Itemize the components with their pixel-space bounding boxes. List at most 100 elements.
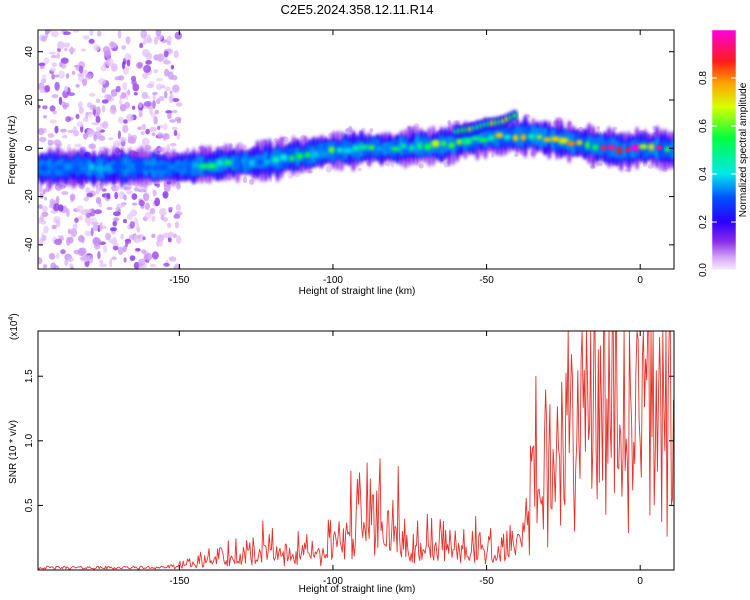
- halo-speckle: [384, 162, 391, 167]
- noise-speckle: [106, 192, 111, 200]
- noise-speckle: [44, 30, 49, 39]
- ridge-core: [206, 162, 218, 170]
- ridge-core: [470, 136, 481, 141]
- ridge-core: [328, 146, 336, 154]
- noise-speckle: [144, 212, 152, 219]
- ridge-core: [296, 152, 304, 161]
- ridge-core: [408, 145, 415, 151]
- noise-speckle: [59, 61, 63, 68]
- noise-speckle: [138, 183, 147, 193]
- noise-speckle: [138, 200, 145, 207]
- noise-speckle: [144, 144, 150, 149]
- spectrogram-y-label: Frequency (Hz): [7, 116, 18, 185]
- ridge-core: [376, 145, 384, 152]
- branch-core: [512, 112, 518, 119]
- ridge-core: [616, 146, 623, 154]
- noise-speckle: [129, 221, 135, 229]
- noise-speckle: [132, 83, 140, 92]
- noise-speckle: [92, 236, 101, 246]
- noise-speckle: [122, 245, 127, 253]
- ridge-core: [143, 165, 153, 171]
- ridge-core: [606, 144, 616, 151]
- noise-speckle: [82, 69, 88, 75]
- noise-speckle: [170, 64, 175, 70]
- noise-speckle: [141, 249, 147, 255]
- noise-speckle: [124, 101, 130, 109]
- noise-speckle: [146, 83, 155, 89]
- noise-speckle: [54, 81, 60, 91]
- y-tick-label: 40: [24, 46, 35, 58]
- ridge-core: [567, 141, 576, 146]
- noise-speckle: [82, 132, 88, 140]
- x-tick-label: -150: [169, 576, 189, 587]
- noise-speckle: [162, 123, 168, 131]
- noise-speckle: [111, 256, 117, 261]
- y-tick-label: 0.5: [24, 498, 35, 512]
- noise-speckle: [169, 90, 173, 95]
- ridge-core: [127, 164, 137, 171]
- halo-speckle: [357, 167, 362, 172]
- noise-speckle: [53, 74, 60, 78]
- noise-speckle: [82, 35, 90, 40]
- noise-speckle: [119, 95, 123, 100]
- ridge-core: [47, 164, 58, 169]
- noise-speckle: [60, 249, 66, 255]
- noise-speckle: [55, 252, 60, 260]
- noise-speckle: [165, 110, 173, 114]
- noise-speckle: [173, 50, 179, 59]
- noise-speckle: [163, 60, 172, 65]
- noise-speckle: [95, 197, 102, 204]
- ridge-core: [368, 145, 376, 151]
- noise-speckle: [67, 92, 76, 97]
- ridge-core: [382, 143, 393, 150]
- noise-speckle: [156, 239, 160, 247]
- noise-speckle: [58, 70, 65, 80]
- noise-speckle: [155, 30, 162, 37]
- noise-speckle: [95, 115, 101, 124]
- snr-series-line: [38, 331, 674, 570]
- noise-speckle: [167, 236, 172, 243]
- noise-speckle: [51, 94, 59, 99]
- noise-speckle: [122, 124, 129, 133]
- noise-speckle: [43, 115, 47, 119]
- halo-speckle: [295, 171, 301, 178]
- noise-speckle: [86, 218, 91, 227]
- noise-speckle: [102, 105, 106, 113]
- spectrogram-marks: [38, 30, 674, 269]
- ridge-core: [175, 164, 185, 171]
- spectrogram-axes: -150 -100 -50 0 -40 -20 0 20 40: [24, 30, 674, 286]
- noise-speckle: [151, 233, 156, 238]
- noise-speckle: [97, 251, 101, 260]
- noise-speckle: [66, 237, 71, 246]
- noise-speckle: [158, 147, 165, 152]
- halo-speckle: [491, 152, 495, 159]
- snr-panel: -150 -100 -50 0 0.5 1.0 1.5 Height of straight…: [8, 313, 675, 595]
- noise-speckle: [126, 114, 134, 122]
- chart-title: C2E5.2024.358.12.11.R14: [281, 2, 434, 17]
- ridge-core: [279, 153, 289, 162]
- noise-speckle: [174, 221, 180, 229]
- noise-speckle: [120, 233, 124, 240]
- x-tick-label: -100: [323, 576, 343, 587]
- noise-speckle: [168, 206, 174, 211]
- noise-speckle: [128, 136, 137, 144]
- noise-speckle: [133, 217, 139, 225]
- y-tick-label: 1.0: [24, 433, 35, 447]
- x-tick-label: -50: [479, 275, 494, 286]
- ridge-core: [223, 159, 233, 166]
- noise-speckle: [51, 62, 58, 67]
- noise-speckle: [117, 246, 124, 255]
- noise-speckle: [64, 259, 68, 266]
- noise-speckle: [162, 232, 170, 238]
- noise-speckle: [38, 62, 46, 67]
- halo-speckle: [447, 120, 452, 126]
- noise-speckle: [154, 109, 159, 115]
- noise-speckle: [117, 130, 121, 140]
- halo-speckle: [390, 162, 395, 168]
- noise-speckle: [50, 54, 57, 59]
- noise-speckle: [157, 125, 161, 130]
- noise-speckle: [108, 239, 114, 244]
- noise-speckle: [101, 188, 107, 192]
- noise-speckle: [168, 256, 177, 262]
